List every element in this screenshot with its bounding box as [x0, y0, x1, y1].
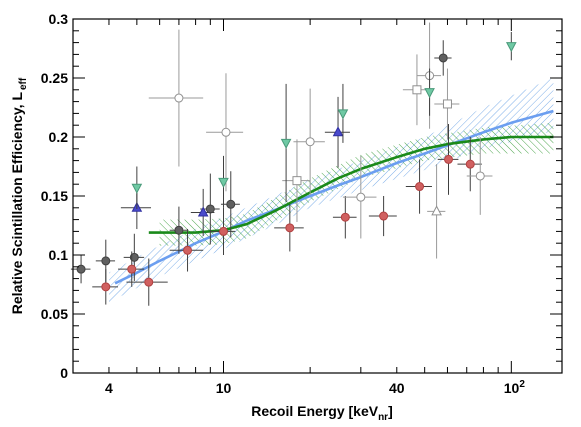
x-tick-label-exponent: 2 — [519, 379, 525, 390]
marker-triangle-down — [505, 42, 517, 53]
y-tick-label: 0.1 — [49, 247, 69, 263]
marker-circle — [144, 277, 154, 287]
x-axis-label-main: Recoil Energy [keV — [251, 403, 378, 419]
data-point — [123, 233, 145, 281]
y-tick-label: 0.3 — [49, 11, 69, 27]
data-point — [416, 22, 442, 129]
marker-triangle-down — [280, 138, 292, 149]
marker-circle — [174, 93, 184, 103]
y-axis-label-sub: eff — [18, 77, 29, 90]
marker-circle — [415, 182, 425, 192]
data-point — [324, 96, 350, 168]
x-axis-label-sub: nr — [378, 412, 388, 423]
data-point — [332, 196, 357, 239]
marker-circle — [205, 204, 215, 214]
marker-circle — [221, 127, 231, 137]
marker-triangle-down — [218, 177, 229, 188]
data-point — [368, 196, 397, 237]
y-tick-label: 0 — [60, 365, 68, 381]
data-point — [169, 229, 204, 272]
marker-circle — [101, 256, 111, 266]
data-point — [282, 139, 311, 222]
data-point — [120, 186, 152, 230]
data-point — [190, 188, 215, 237]
marker-circle — [438, 53, 448, 63]
marker-circle — [285, 223, 295, 233]
data-point — [169, 206, 188, 254]
x-tick-label: 10 — [216, 380, 232, 396]
x-axis-label-suffix: ] — [388, 403, 393, 419]
marker-circle — [218, 226, 228, 236]
data-point — [206, 73, 244, 192]
x-tick-label: 4 — [105, 380, 113, 396]
data-point — [424, 68, 435, 116]
y-axis-ticks: 0 0.05 0.1 0.15 0.2 0.25 0.3 — [41, 11, 562, 381]
marker-triangle-down — [424, 88, 435, 99]
x-tick-label: 102 — [504, 379, 526, 396]
marker-circle — [76, 264, 86, 274]
fit-curve-0 — [114, 109, 554, 285]
data-point — [434, 68, 460, 140]
marker-circle — [305, 137, 315, 147]
data-point — [274, 204, 304, 252]
data-point — [92, 269, 119, 305]
band-1 — [159, 122, 554, 246]
marker-circle — [127, 264, 137, 274]
marker-circle — [174, 225, 184, 235]
uncertainty-bands — [109, 78, 554, 303]
marker-triangle-down — [131, 183, 143, 194]
data-point — [131, 166, 143, 209]
data-points — [70, 22, 517, 306]
marker-square — [412, 85, 422, 95]
y-axis-label-main: Relative Scintillation Efficiency, L — [9, 92, 25, 315]
data-point — [405, 159, 432, 214]
data-point — [220, 171, 240, 238]
marker-triangle-up — [332, 126, 344, 137]
marker-circle — [101, 282, 111, 292]
y-tick-label: 0.15 — [41, 188, 68, 204]
x-axis-label: Recoil Energy [keVnr] — [251, 403, 393, 423]
marker-circle — [465, 159, 475, 169]
data-point — [118, 251, 145, 287]
x-tick-label: 40 — [389, 380, 405, 396]
marker-circle — [444, 154, 454, 164]
marker-circle — [356, 192, 366, 202]
data-point — [437, 124, 459, 195]
data-point — [280, 83, 292, 202]
data-point — [70, 255, 91, 284]
data-point — [95, 239, 116, 283]
data-point — [126, 258, 168, 306]
data-point — [434, 40, 452, 76]
fit-curve-1 — [148, 135, 554, 234]
data-point — [218, 155, 229, 208]
x-axis-ticks: 4 10 40 102 — [72, 19, 526, 396]
marker-circle — [475, 171, 485, 181]
y-tick-label: 0.05 — [41, 306, 68, 322]
marker-square — [442, 99, 452, 109]
data-point — [427, 164, 446, 259]
data-point — [210, 207, 236, 255]
marker-circle — [379, 211, 389, 221]
data-point — [342, 155, 377, 239]
marker-triangle-up — [197, 206, 209, 217]
marker-triangle-down — [337, 109, 349, 120]
marker-circle — [226, 199, 236, 209]
data-point — [505, 31, 517, 61]
data-point — [148, 29, 204, 167]
marker-circle — [183, 245, 193, 255]
data-point — [466, 137, 493, 215]
y-tick-label: 0.2 — [49, 129, 69, 145]
y-axis-label: Relative Scintillation Efficiency, L eff — [9, 77, 29, 314]
data-point — [293, 88, 325, 195]
data-point — [457, 137, 482, 192]
marker-circle — [129, 252, 139, 262]
marker-triangle-up — [431, 205, 442, 216]
y-tick-label: 0.25 — [41, 70, 68, 86]
marker-circle — [340, 212, 350, 222]
marker-square — [292, 176, 302, 186]
fit-curves — [114, 109, 554, 285]
data-point — [337, 83, 349, 143]
